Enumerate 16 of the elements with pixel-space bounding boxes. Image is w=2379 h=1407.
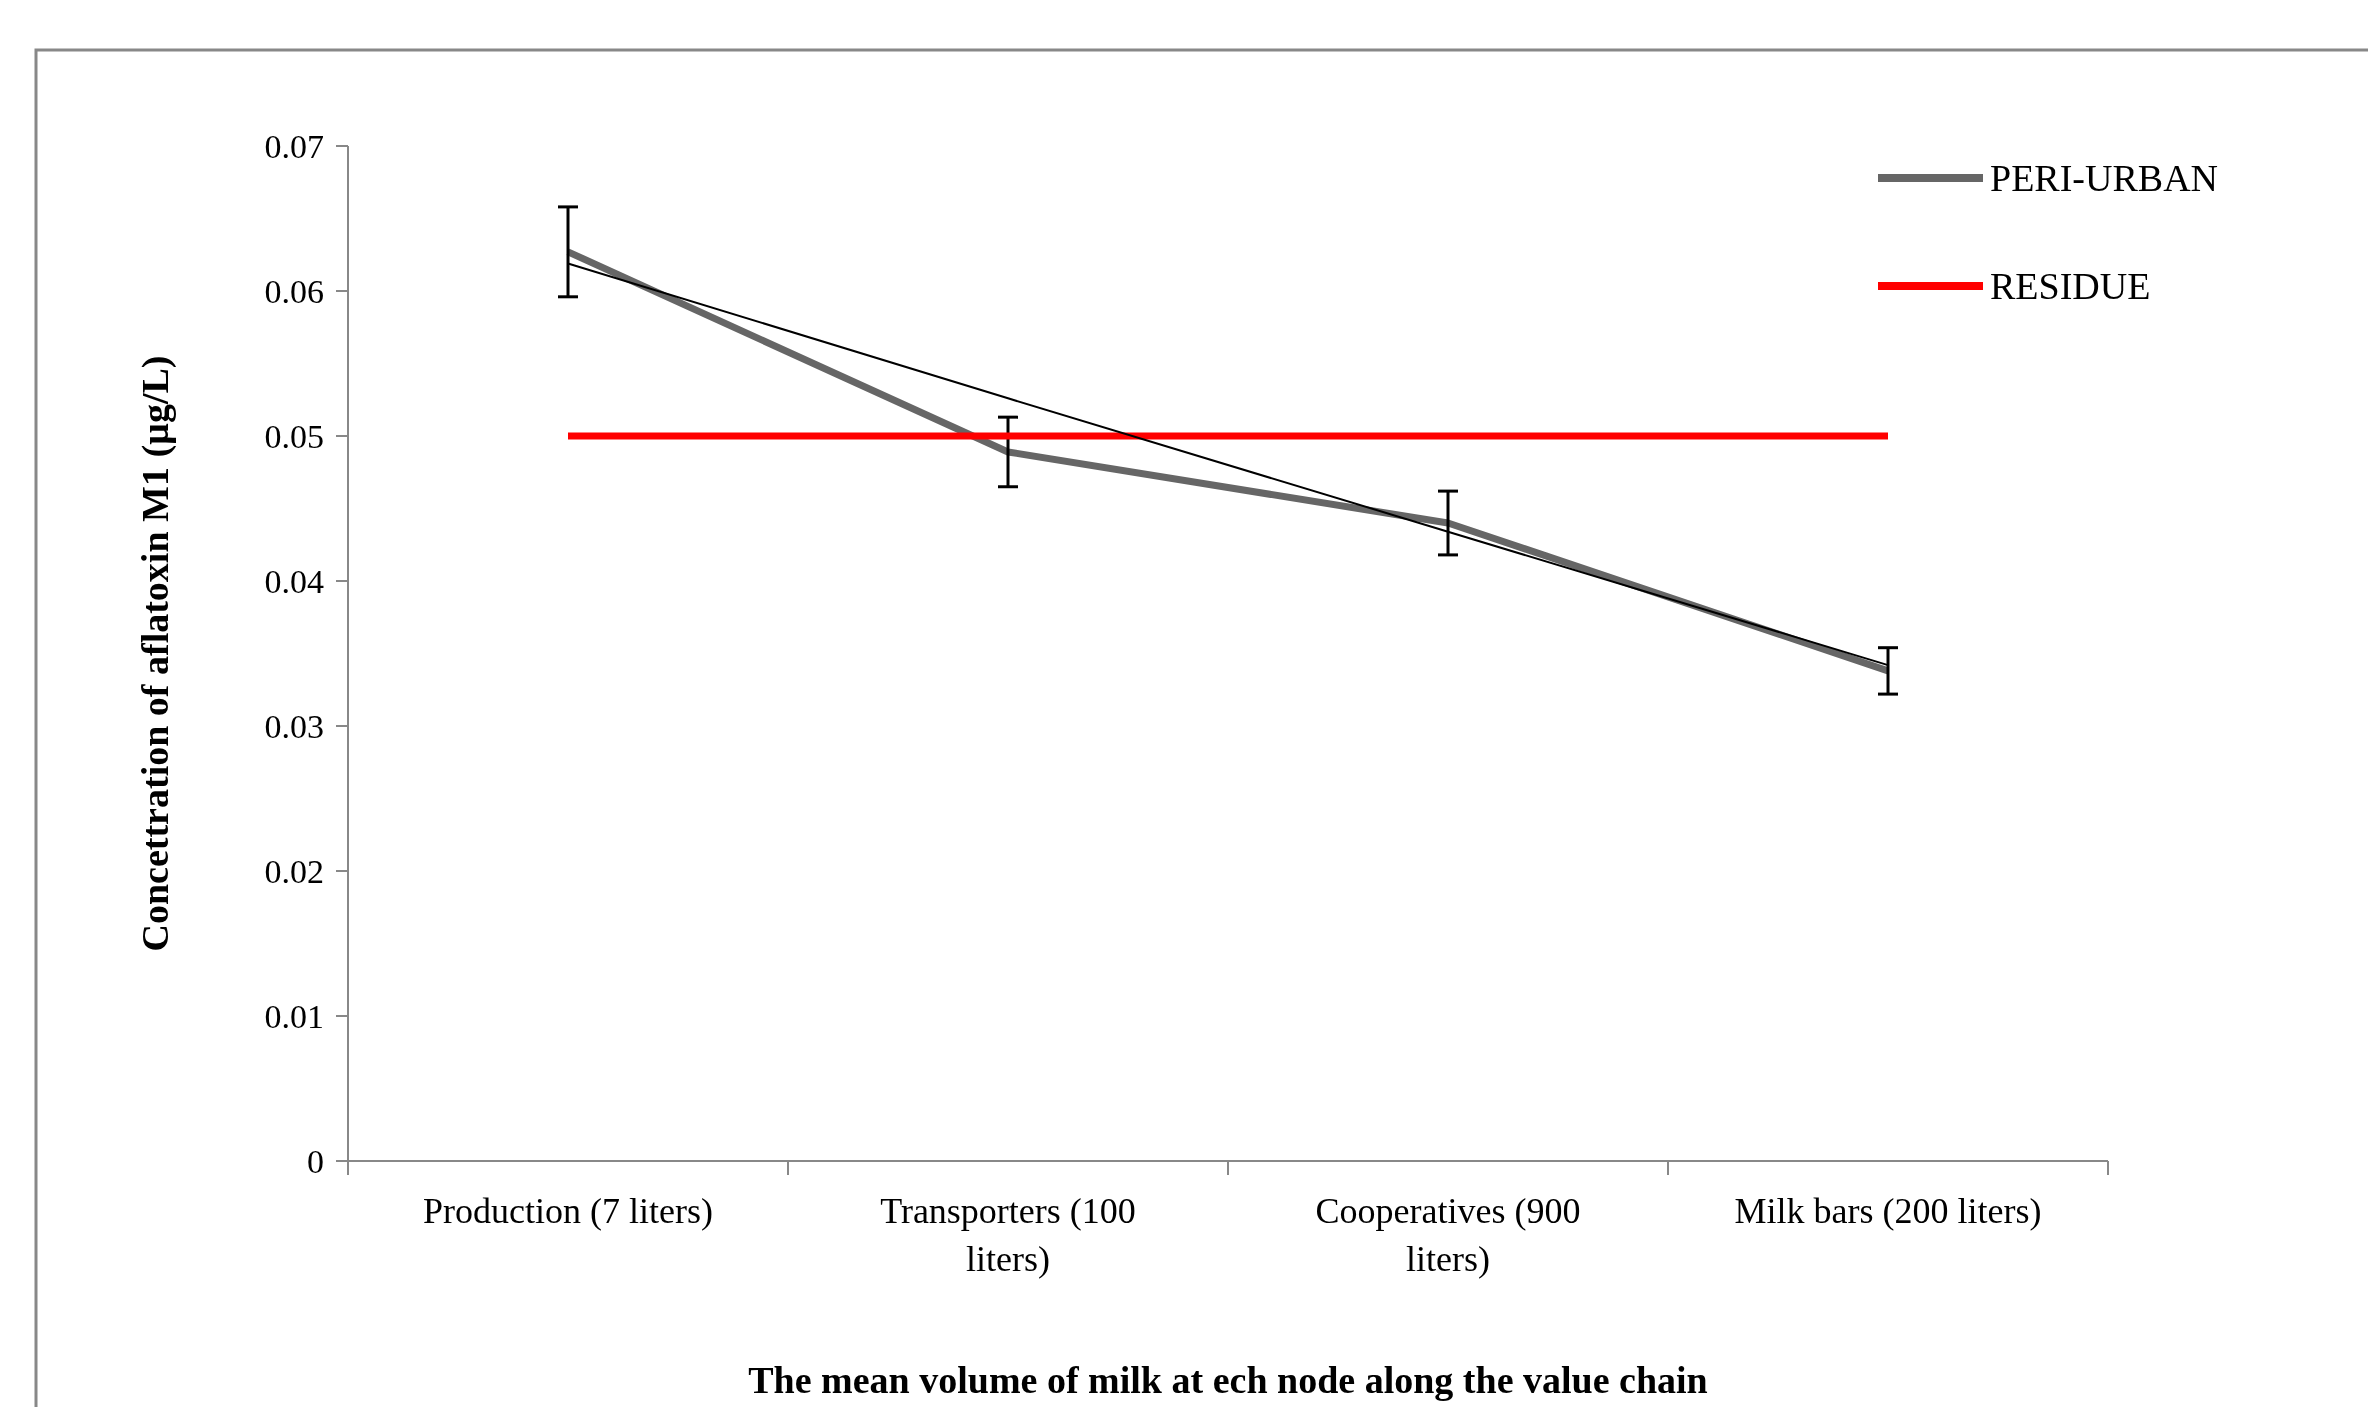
- y-tick-label: 0.07: [264, 127, 324, 165]
- y-tick-label: 0.03: [264, 707, 324, 745]
- legend-label: PERI-URBAN: [1990, 157, 2219, 200]
- x-tick-label: Milk bars (200 liters): [1734, 1191, 2042, 1231]
- x-tick-label: Cooperatives (900 liters): [1315, 1191, 1581, 1279]
- y-tick-label: 0.05: [264, 417, 324, 455]
- x-axis-title: The mean volume of milk at ech node along the value chain: [748, 1359, 1708, 1401]
- x-tick-label: Production (7 liters): [423, 1191, 713, 1231]
- y-tick-label: 0: [307, 1142, 324, 1180]
- y-tick-label: 0.02: [264, 852, 324, 890]
- y-tick-label: 0.06: [264, 272, 324, 310]
- legend-label: RESIDUE: [1990, 265, 2151, 308]
- y-axis-title: Concettration of aflatoxin M1 (µg/L): [134, 355, 177, 952]
- y-tick-label: 0.04: [264, 562, 324, 600]
- x-tick-label: Transporters (100 liters): [880, 1191, 1136, 1279]
- y-tick-label: 0.01: [264, 997, 324, 1035]
